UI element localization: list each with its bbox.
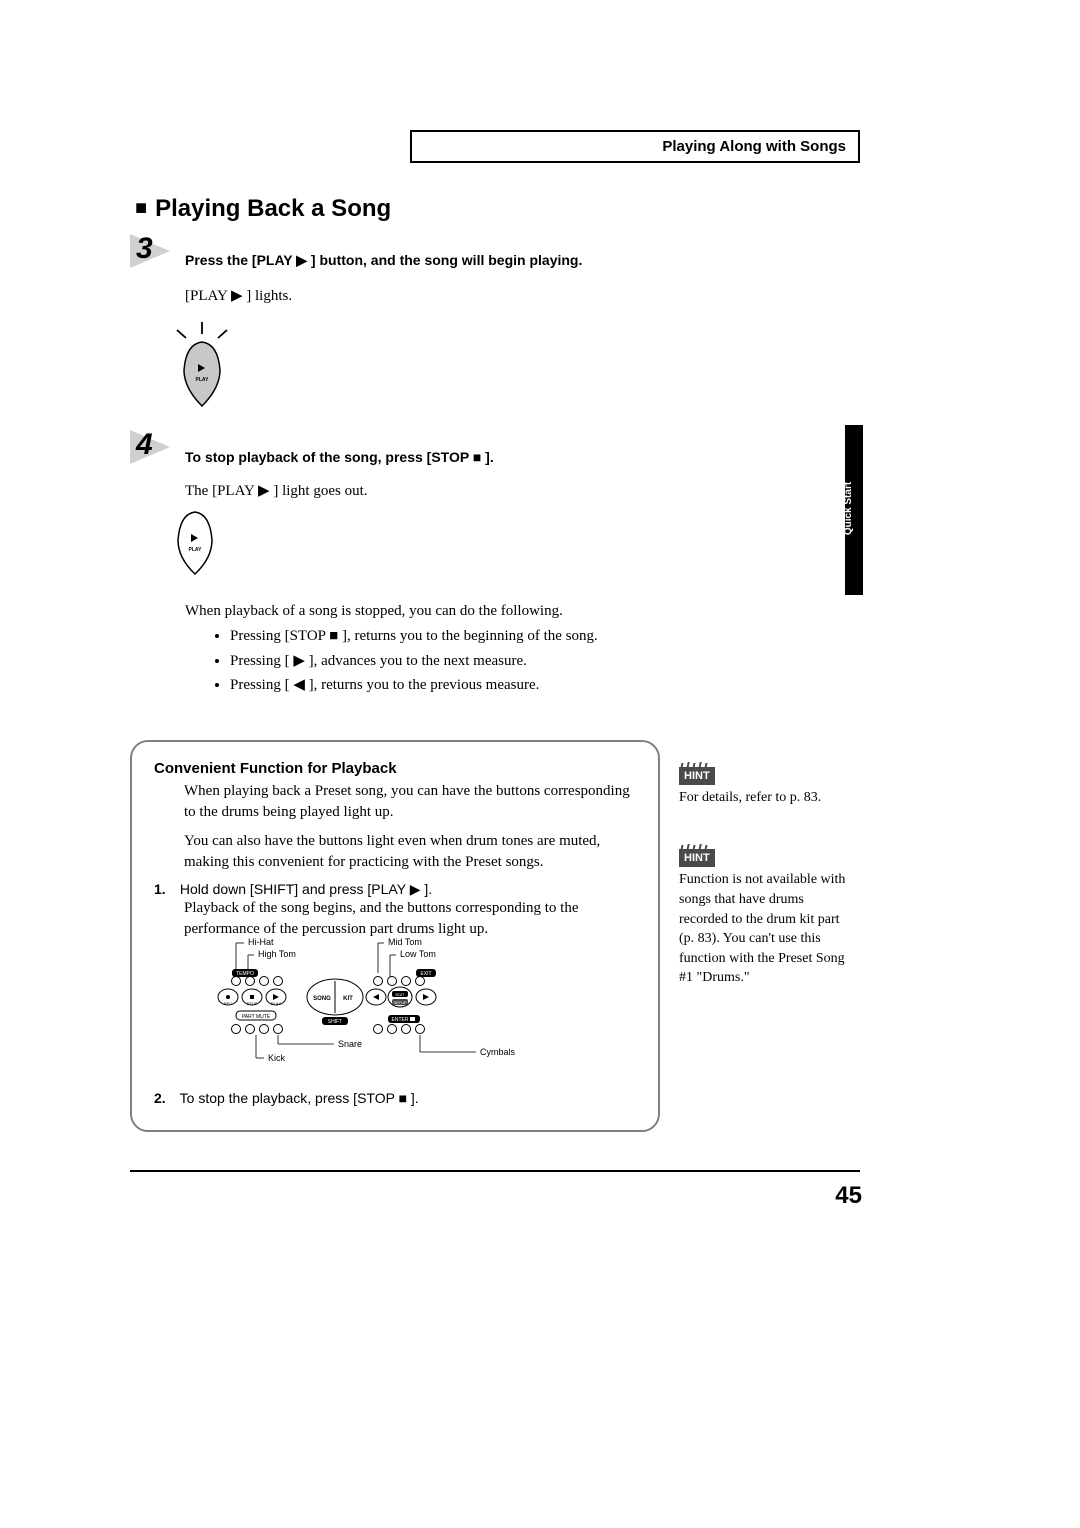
btn-tempo: TEMPO — [236, 971, 254, 977]
label-kick: Kick — [268, 1053, 286, 1063]
step4-note: When playback of a song is stopped, you … — [185, 600, 685, 623]
btn-edit: EDIT — [395, 992, 405, 997]
play-label: PLAY — [196, 377, 210, 383]
btn-stop: STOP — [247, 1001, 258, 1006]
footer-rule — [130, 1170, 860, 1172]
box-step-1: 1. Hold down [SHIFT] and press [PLAY ▶ ]… — [154, 881, 636, 898]
drum-panel-diagram: Hi-Hat High Tom TEMPO REC STOP PLAY PART… — [200, 935, 560, 1075]
label-hightom: High Tom — [258, 949, 296, 959]
step1-body: Playback of the song begins, and the but… — [184, 898, 636, 940]
btn-kit: KIT — [343, 996, 353, 1002]
label-lowtom: Low Tom — [400, 949, 436, 959]
chapter-title: Playing Along with Songs — [424, 138, 846, 155]
section-tab-label: Quick Start — [843, 482, 854, 535]
label-cymbals: Cymbals — [480, 1047, 516, 1057]
play-button-lit-icon: PLAY — [172, 318, 232, 408]
bullet-1: Pressing [STOP ■ ], returns you to the b… — [230, 625, 660, 648]
label-midtom: Mid Tom — [388, 937, 422, 947]
bullet-3: Pressing [ ◀ ], returns you to the previ… — [230, 674, 660, 697]
btn-play: PLAY — [271, 1001, 281, 1006]
btn-enter: ENTER — [392, 1017, 409, 1023]
btn-exit: EXIT — [420, 971, 431, 977]
step4-instruction: To stop playback of the song, press [STO… — [185, 447, 655, 468]
bullet-2: Pressing [ ▶ ], advances you to the next… — [230, 650, 660, 673]
play-button-off-icon: PLAY — [172, 510, 218, 576]
hint-2-text: Function is not available with songs tha… — [679, 870, 854, 988]
section-heading: Playing Back a Song — [135, 195, 391, 223]
btn-song: SONG — [313, 996, 331, 1002]
hint-badge-1: HINT — [679, 767, 715, 785]
hint-1-text: For details, refer to p. 83. — [679, 788, 854, 808]
btn-partmute: PART MUTE — [242, 1014, 271, 1020]
step3-body: [PLAY ▶ ] lights. — [185, 285, 655, 308]
step2-text: To stop the playback, press [STOP ■ ]. — [180, 1090, 419, 1106]
manual-page: Playing Along with Songs Quick Start Pla… — [0, 0, 1080, 1528]
label-hihat: Hi-Hat — [248, 937, 274, 947]
box-step-2: 2. To stop the playback, press [STOP ■ ]… — [154, 1090, 636, 1106]
btn-shift: SHIFT — [328, 1019, 342, 1025]
play-label-off: PLAY — [189, 547, 203, 553]
step3-instruction: Press the [PLAY ▶ ] button, and the song… — [185, 250, 655, 271]
step2-num: 2. — [154, 1090, 176, 1106]
hint-1: HINT For details, refer to p. 83. — [679, 766, 854, 808]
box-para-2: You can also have the buttons light even… — [184, 831, 636, 873]
hint-badge-2: HINT — [679, 849, 715, 867]
btn-setup: SETUP — [393, 1000, 407, 1005]
step4-body: The [PLAY ▶ ] light goes out. — [185, 480, 655, 503]
label-snare: Snare — [338, 1039, 362, 1049]
section-tab: Quick Start — [845, 425, 863, 595]
hint-2: HINT Function is not available with song… — [679, 848, 854, 988]
page-number: 45 — [835, 1182, 862, 1210]
step4-bullets: Pressing [STOP ■ ], returns you to the b… — [210, 625, 660, 699]
step1-text: Hold down [SHIFT] and press [PLAY ▶ ]. — [180, 881, 432, 897]
step-marker-4: 4 — [130, 430, 170, 466]
step1-num: 1. — [154, 881, 176, 897]
step-marker-3: 3 — [130, 234, 170, 270]
btn-rec: REC — [224, 1001, 233, 1006]
step-number-4: 4 — [136, 428, 153, 462]
box-para-1: When playing back a Preset song, you can… — [184, 781, 636, 823]
step-number-3: 3 — [136, 232, 153, 266]
chapter-header: Playing Along with Songs — [410, 130, 860, 163]
box-title: Convenient Function for Playback — [154, 760, 636, 777]
